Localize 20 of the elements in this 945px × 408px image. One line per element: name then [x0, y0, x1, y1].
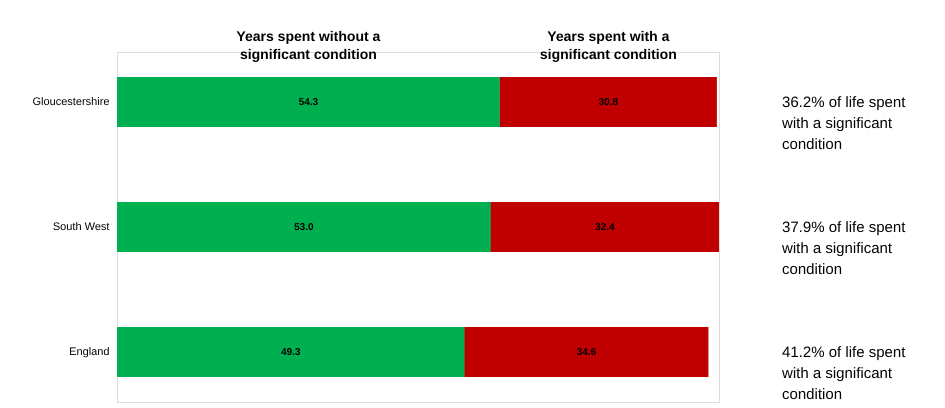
y-tick-label: South West: [52, 221, 110, 233]
series-label: Years spent without a significant condition: [236, 28, 381, 62]
data-label: 32.4: [595, 222, 615, 233]
data-label: 34.6: [576, 347, 597, 358]
y-tick-label: England: [69, 346, 110, 358]
series-label: Years spent with a significant condition: [540, 28, 677, 62]
y-tick-label: Gloucestershire: [32, 96, 110, 108]
bar: [500, 77, 717, 127]
data-label: 30.8: [598, 97, 618, 108]
bar: [117, 327, 465, 377]
bar: [117, 202, 491, 252]
text: 37.9% of life spent with a significant condition: [781, 219, 906, 278]
text: 41.2% of life spent with a significant condition: [781, 344, 906, 403]
text: 36.2% of life spent with a significant condition: [781, 94, 906, 153]
bar: [117, 77, 500, 127]
data-label: 49.3: [281, 347, 301, 358]
data-label: 53.0: [294, 222, 314, 233]
bar: [490, 202, 719, 252]
bar: [464, 327, 708, 377]
data-label: 54.3: [298, 97, 319, 108]
